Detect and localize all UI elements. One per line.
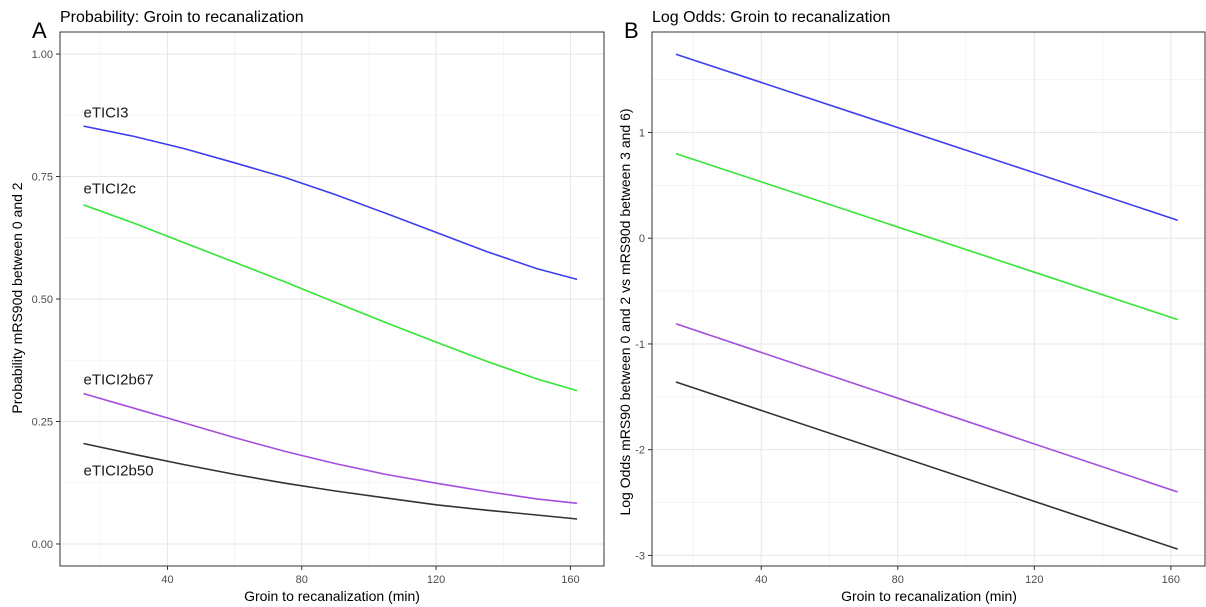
panel-a-series-line-etici2b67 bbox=[83, 392, 578, 505]
panel-a-series-line-etici2c bbox=[83, 204, 578, 392]
panel-a-x-tick-label: 80 bbox=[296, 574, 308, 586]
panel-b-x-axis-title: Groin to recanalization (min) bbox=[841, 588, 1017, 604]
panel-b-series-line-0 bbox=[675, 53, 1178, 221]
panel-a-series-line-etici2b50 bbox=[83, 442, 578, 520]
panel-b-y-tick-label: -3 bbox=[635, 550, 645, 562]
panel-a-x-tick-label: 120 bbox=[427, 574, 445, 586]
panel-a-series-label-etici3: eTICI3 bbox=[84, 105, 129, 122]
panel-a-tag: A bbox=[32, 18, 47, 43]
panel-a-y-tick-label: 0.50 bbox=[32, 294, 53, 306]
panel-a-y-tick-label: 0.75 bbox=[32, 172, 53, 184]
panel-a-series-label-etici2b50: eTICI2b50 bbox=[84, 462, 154, 479]
panel-b-x-tick-label: 40 bbox=[755, 574, 767, 586]
panel-a-y-tick-label: 0.25 bbox=[32, 416, 53, 428]
panel-a-x-tick-label: 40 bbox=[161, 574, 173, 586]
panel-a-y-axis-title: Probability mRS90d between 0 and 2 bbox=[9, 182, 25, 413]
panel-a-series-line-etici3 bbox=[83, 125, 578, 281]
panel-b-border bbox=[651, 31, 1206, 567]
panel-b-y-tick-label: -1 bbox=[635, 339, 645, 351]
panel-b-x-tick-label: 120 bbox=[1025, 574, 1043, 586]
panel-a-series-label-etici2b67: eTICI2b67 bbox=[84, 372, 154, 389]
panel-b-series-line-3 bbox=[675, 381, 1178, 550]
panel-b-y-tick-label: -2 bbox=[635, 445, 645, 457]
panel-b-y-axis-title: Log Odds mRS90 between 0 and 2 vs mRS90d… bbox=[617, 108, 633, 515]
panel-a-x-axis-title: Groin to recanalization (min) bbox=[244, 588, 420, 604]
panel-b-series-line-2 bbox=[675, 323, 1178, 493]
panel-a-y-tick-label: 1.00 bbox=[32, 49, 53, 61]
panel-a: A Probability: Groin to recanalization 4… bbox=[9, 9, 605, 604]
panel-b-x-tick-label: 80 bbox=[892, 574, 904, 586]
panel-a-title: Probability: Groin to recanalization bbox=[60, 9, 304, 26]
panel-b-series-line-1 bbox=[675, 152, 1178, 321]
panel-b-tag: B bbox=[624, 18, 639, 43]
panel-a-y-tick-label: 0.00 bbox=[32, 539, 53, 551]
panel-a-plot-area: 40 80 120 160 0.00 0.25 0.50 0.75 1.00 eTICI3 eTIC… bbox=[32, 31, 605, 586]
panel-b-y-tick-label: 0 bbox=[639, 233, 645, 245]
panel-a-border bbox=[59, 31, 605, 567]
panel-b-y-tick-label: 1 bbox=[639, 127, 645, 139]
panel-a-x-tick-label: 160 bbox=[561, 574, 579, 586]
panel-b-title: Log Odds: Groin to recanalization bbox=[652, 9, 890, 26]
panel-b-x-tick-label: 160 bbox=[1162, 574, 1180, 586]
panel-b: B Log Odds: Groin to recanalization 40 80… bbox=[617, 9, 1206, 604]
panel-a-series-label-etici2c: eTICI2c bbox=[84, 181, 137, 198]
panel-b-plot-area: 40 80 120 160 -3 -2 -1 0 1 bbox=[635, 31, 1206, 586]
